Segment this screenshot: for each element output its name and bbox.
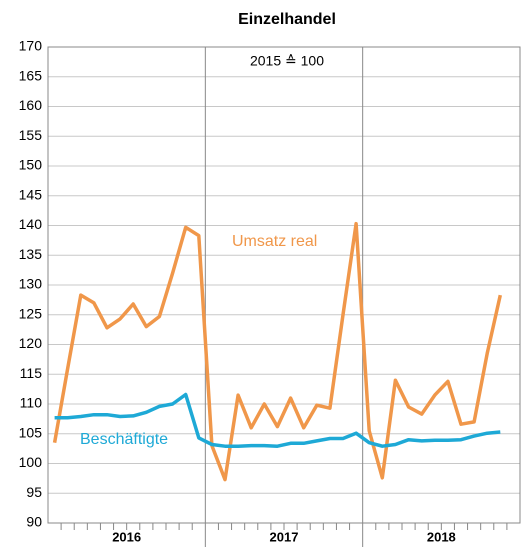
chart-title: Einzelhandel [238, 11, 336, 28]
year-label: 2017 [270, 529, 299, 544]
y-tick-label: 130 [19, 276, 43, 292]
series-line [54, 392, 501, 448]
y-tick-label: 155 [19, 127, 43, 143]
series-line [52, 221, 503, 482]
y-tick-label: 160 [19, 97, 43, 113]
series-label: Beschäftigte [80, 431, 168, 448]
y-tick-label: 100 [19, 454, 43, 470]
annotation: 2015 ≙ 100 [250, 53, 324, 69]
y-tick-label: 165 [19, 67, 43, 83]
y-tick-label: 110 [20, 395, 43, 411]
series-label: Umsatz real [232, 233, 317, 250]
y-tick-label: 140 [19, 216, 43, 232]
y-tick-label: 105 [19, 424, 43, 440]
y-tick-label: 125 [19, 305, 43, 321]
y-tick-label: 135 [19, 246, 43, 262]
y-tick-label: 145 [19, 186, 43, 202]
y-tick-label: 150 [19, 157, 43, 173]
y-tick-label: 95 [26, 484, 42, 500]
year-label: 2018 [427, 529, 456, 544]
y-tick-label: 115 [20, 365, 43, 381]
y-tick-label: 170 [19, 38, 43, 54]
y-tick-label: 120 [19, 335, 43, 351]
y-tick-label: 90 [26, 514, 42, 530]
year-label: 2016 [112, 529, 141, 544]
